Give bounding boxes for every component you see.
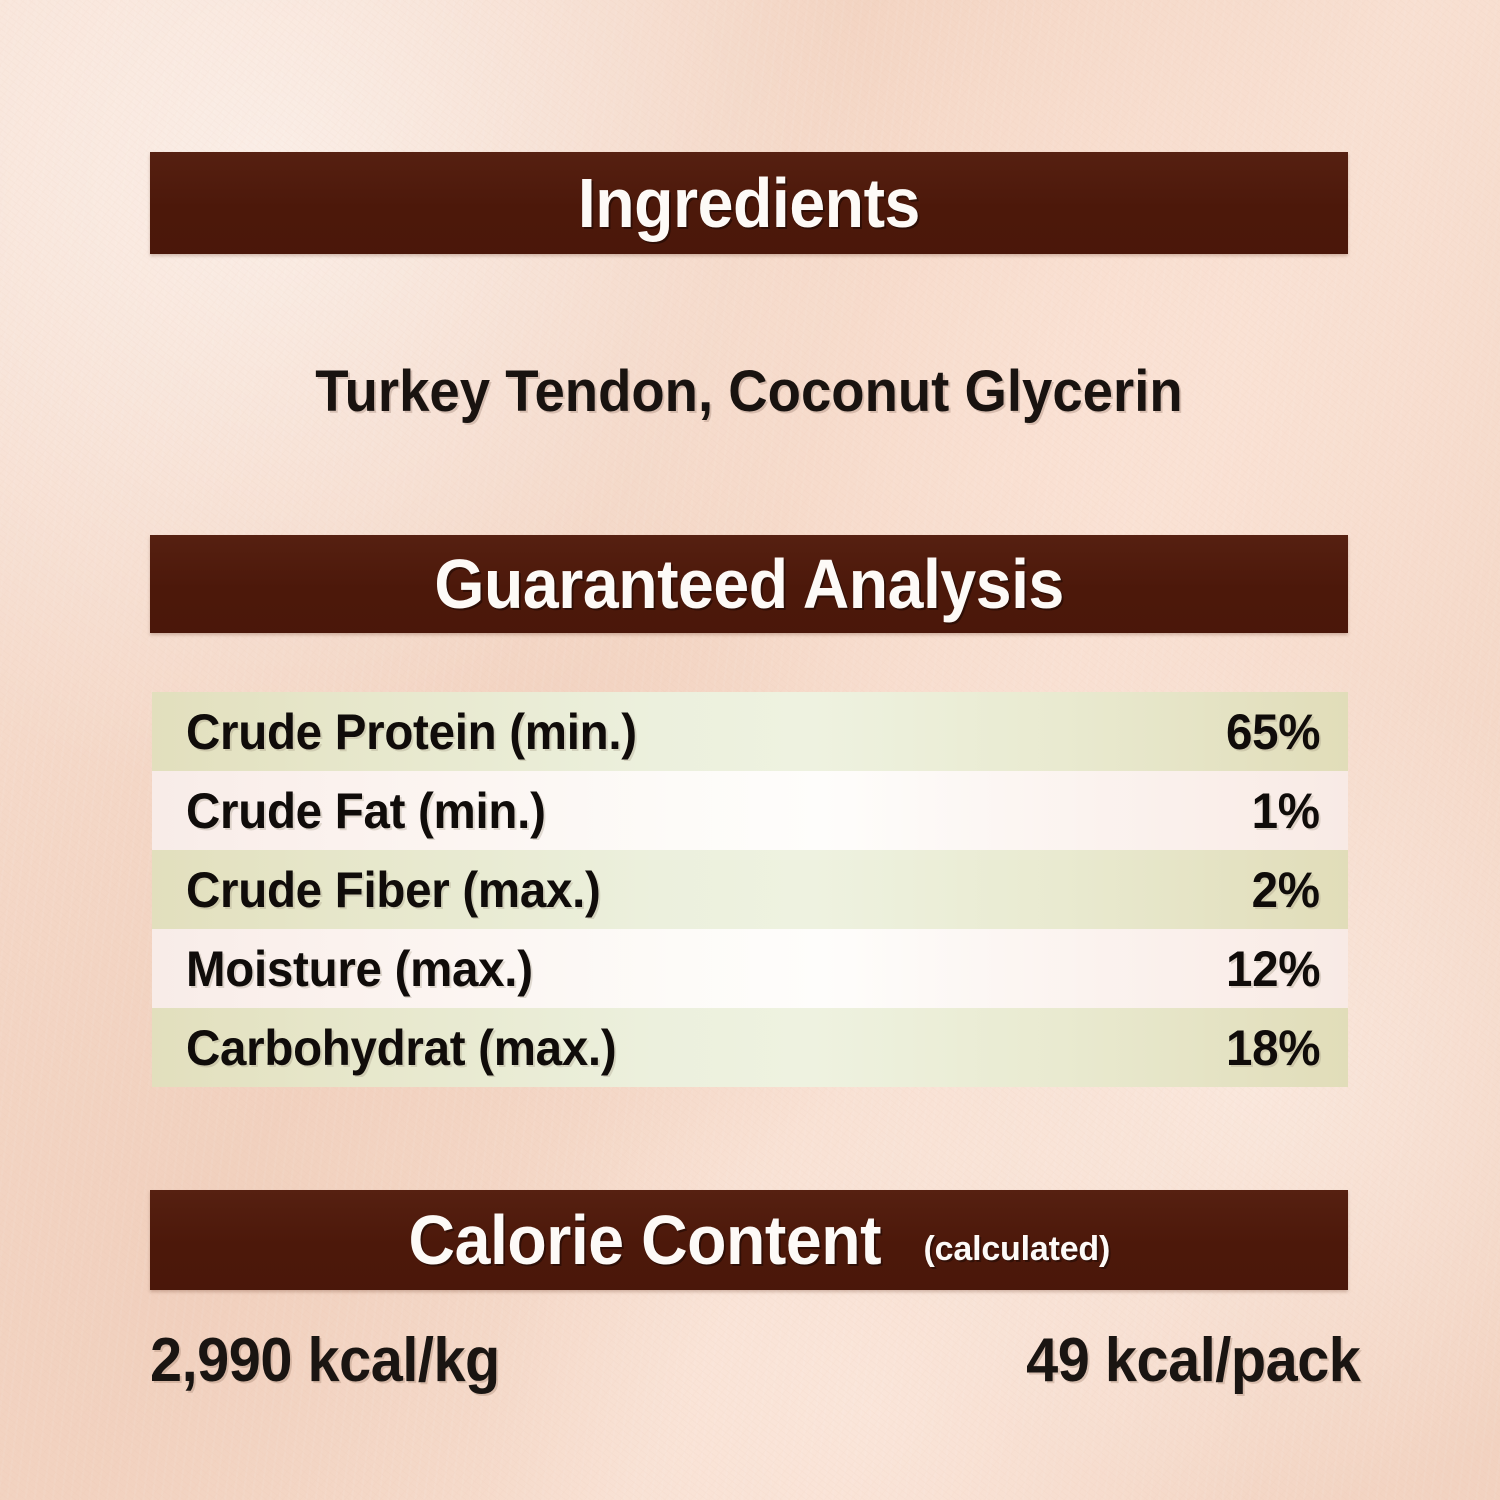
table-row: Crude Protein (min.) 65% [152, 692, 1348, 771]
nutrient-value: 2% [1251, 861, 1320, 918]
nutrient-value: 1% [1251, 782, 1320, 839]
nutrient-name: Crude Protein (min.) [186, 703, 637, 760]
guaranteed-analysis-heading-bar: Guaranteed Analysis [150, 535, 1348, 633]
calorie-content-heading-text: Calorie Content [408, 1201, 882, 1279]
guaranteed-analysis-table: Crude Protein (min.) 65% Crude Fat (min.… [152, 692, 1348, 1087]
nutrient-name: Crude Fiber (max.) [186, 861, 601, 918]
ingredients-list-text: Turkey Tendon, Coconut Glycerin [315, 359, 1183, 424]
nutrient-value: 18% [1225, 1019, 1321, 1076]
calorie-content-heading-bar: Calorie Content (calculated) [150, 1190, 1348, 1290]
nutrient-name: Crude Fat (min.) [186, 782, 546, 839]
nutrient-value: 12% [1225, 940, 1321, 997]
table-row: Crude Fiber (max.) 2% [152, 850, 1348, 929]
calorie-content-heading-note: (calculated) [923, 1230, 1111, 1268]
guaranteed-analysis-heading-text: Guaranteed Analysis [434, 545, 1064, 623]
ingredients-heading-text: Ingredients [577, 164, 921, 242]
table-row: Carbohydrat (max.) 18% [152, 1008, 1348, 1087]
table-row: Crude Fat (min.) 1% [152, 771, 1348, 850]
nutrient-name: Moisture (max.) [186, 940, 533, 997]
nutrient-value: 65% [1225, 703, 1321, 760]
calories-per-kg: 2,990 kcal/kg [150, 1326, 500, 1395]
calorie-values-row: 2,990 kcal/kg 49 kcal/pack [150, 1330, 1360, 1392]
ingredients-heading-bar: Ingredients [150, 152, 1348, 254]
table-row: Moisture (max.) 12% [152, 929, 1348, 1008]
calories-per-pack: 49 kcal/pack [1025, 1326, 1361, 1395]
nutrient-name: Carbohydrat (max.) [186, 1019, 617, 1076]
